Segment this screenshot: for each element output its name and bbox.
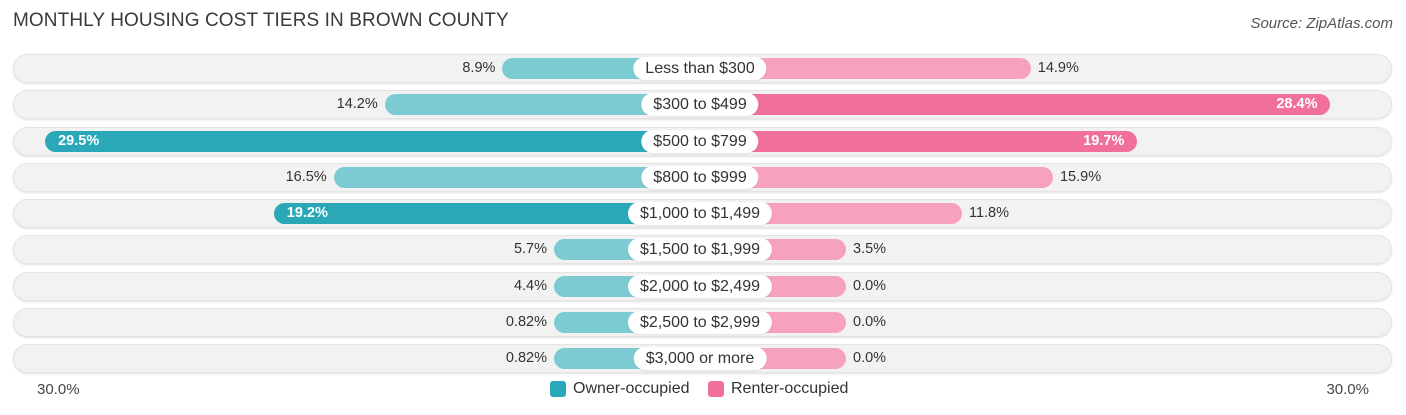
owner-bar	[45, 130, 700, 152]
renter-value-label: 15.9%	[1059, 168, 1102, 185]
category-label: $2,500 to $2,999	[627, 310, 773, 334]
renter-bar	[700, 166, 1053, 188]
legend-owner-label: Owner-occupied	[573, 380, 690, 397]
legend-renter-label: Renter-occupied	[731, 380, 849, 397]
renter-value-label: 28.4%	[1276, 96, 1318, 113]
renter-bar	[700, 94, 1331, 116]
renter-value-label: 0.0%	[853, 350, 887, 366]
renter-value-label: 0.0%	[853, 277, 887, 294]
renter-value-label: 14.9%	[1037, 60, 1079, 76]
owner-value-label: 14.2%	[336, 96, 378, 113]
axis-right-label: 30.0%	[1326, 381, 1369, 398]
legend-renter-swatch	[708, 381, 724, 397]
owner-value-label: 8.9%	[462, 60, 496, 76]
owner-bar	[273, 203, 700, 224]
category-label: Less than $300	[633, 57, 767, 80]
renter-value-label: 0.0%	[853, 313, 887, 330]
legend-owner: Owner-occupied	[550, 380, 690, 398]
renter-bar	[700, 58, 1031, 79]
category-label: $500 to $799	[641, 129, 759, 153]
category-label: $1,000 to $1,499	[627, 202, 773, 225]
owner-value-label: 19.2%	[286, 205, 328, 221]
legend-owner-swatch	[550, 381, 566, 397]
owner-value-label: 5.7%	[513, 241, 547, 258]
renter-value-label: 19.7%	[1083, 132, 1125, 149]
chart-title: MONTHLY HOUSING COST TIERS IN BROWN COUN…	[13, 10, 509, 31]
chart-source: Source: ZipAtlas.com	[1250, 15, 1393, 32]
category-label: $3,000 or more	[633, 347, 767, 370]
category-label: $1,500 to $1,999	[627, 238, 773, 262]
owner-value-label: 0.82%	[505, 313, 547, 330]
category-label: $2,000 to $2,499	[627, 274, 773, 298]
owner-bar	[384, 94, 700, 116]
renter-bar	[700, 130, 1138, 152]
category-label: $800 to $999	[641, 165, 759, 189]
owner-value-label: 29.5%	[58, 132, 100, 149]
owner-value-label: 0.82%	[505, 350, 547, 366]
owner-value-label: 4.4%	[513, 277, 547, 294]
axis-left-label: 30.0%	[37, 381, 80, 398]
owner-bar	[333, 166, 700, 188]
owner-value-label: 16.5%	[285, 168, 327, 185]
renter-value-label: 11.8%	[968, 205, 1009, 221]
renter-value-label: 3.5%	[853, 241, 887, 258]
legend-renter: Renter-occupied	[708, 380, 848, 398]
category-label: $300 to $499	[641, 93, 759, 117]
